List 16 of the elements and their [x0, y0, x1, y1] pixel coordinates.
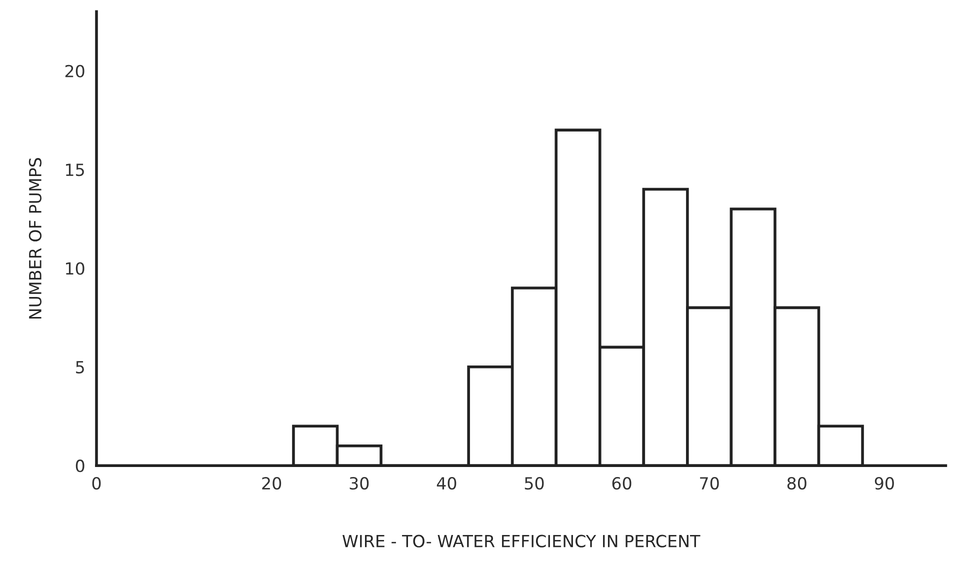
x-tick-label: 60 [612, 477, 632, 490]
y-tick-label: 20 [65, 64, 84, 78]
x-tick-label: 40 [436, 477, 456, 490]
x-tick-label: 50 [524, 477, 544, 490]
x-tick-label: 80 [787, 477, 806, 490]
x-tick-label: 90 [874, 477, 894, 490]
x-tick-label: 30 [350, 477, 369, 490]
y-tick-label: 0 [76, 460, 84, 472]
x-axis-title: WIRE - TO- WATER EFFICIENCY IN PERCENT [342, 534, 700, 548]
x-tick-label: 70 [700, 477, 719, 490]
x-tick-label: 20 [262, 477, 282, 490]
y-tick-label: 15 [66, 164, 84, 176]
y-tick-label: 10 [66, 262, 84, 275]
y-tick-label: 5 [76, 361, 84, 374]
y-axis-title: NUMBER OF PUMPS [28, 158, 42, 319]
x-tick-label: 0 [92, 477, 101, 490]
